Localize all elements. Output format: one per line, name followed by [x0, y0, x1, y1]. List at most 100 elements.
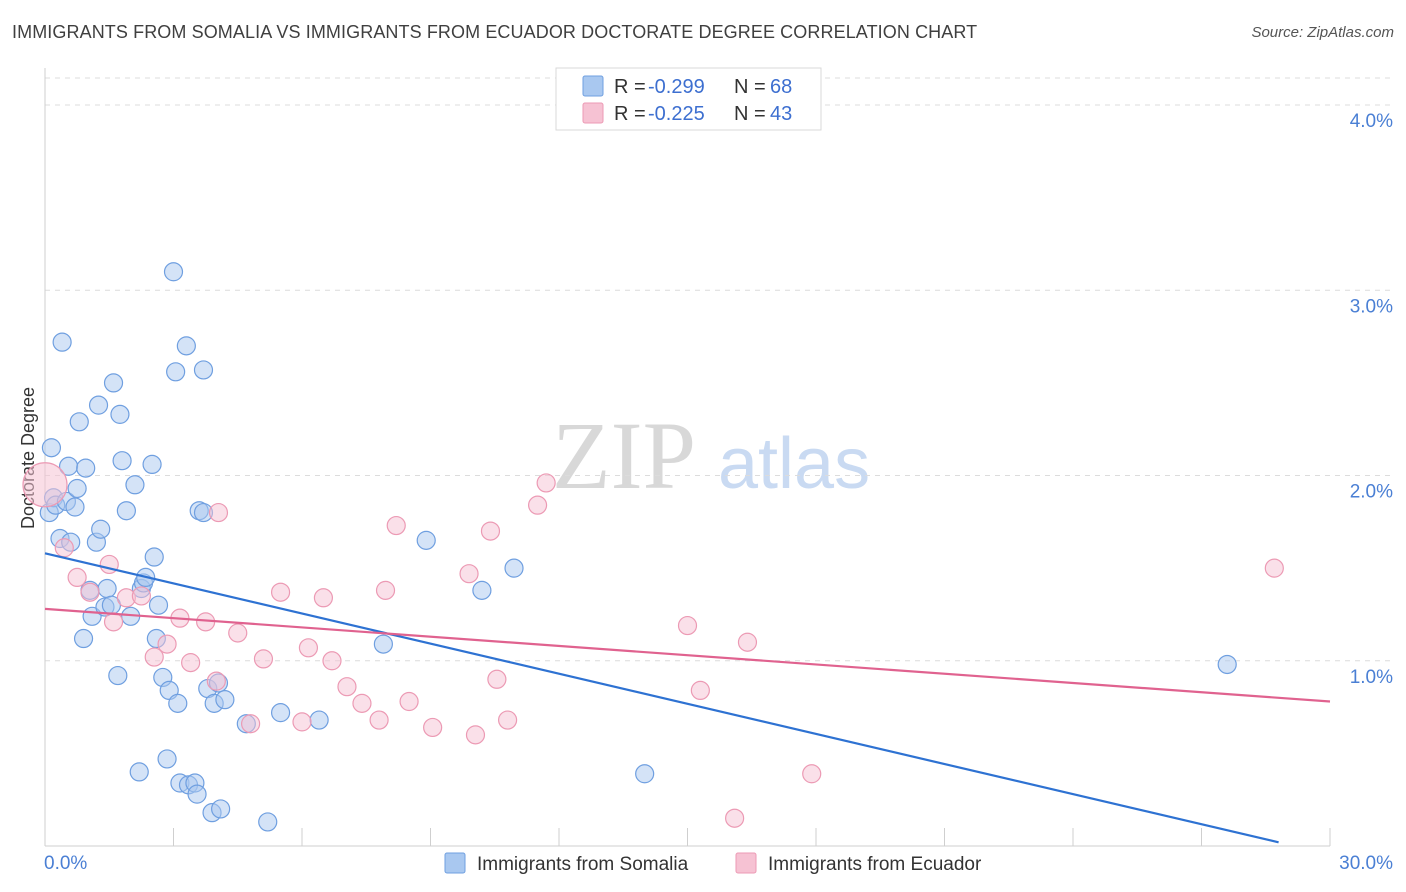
- somalia-point: [373, 634, 393, 654]
- somalia-point: [168, 693, 188, 713]
- somalia-point: [258, 812, 278, 832]
- ecuador-point: [498, 710, 518, 730]
- watermark-zip: ZIP: [552, 402, 696, 509]
- bottom-legend-swatch-somalia: [444, 852, 466, 874]
- ecuador-point: [337, 677, 357, 697]
- somalia-point: [309, 710, 329, 730]
- ecuador-point: [1264, 558, 1284, 578]
- ecuador-point: [423, 717, 443, 738]
- legend: R = -0.299 N = 68 R = -0.225 N = 43: [555, 67, 822, 131]
- somalia-point: [270, 703, 291, 723]
- ecuador-point: [181, 653, 201, 673]
- somalia-point: [73, 628, 94, 649]
- ecuador-point: [369, 710, 389, 730]
- somalia-point: [125, 475, 145, 495]
- somalia-point: [635, 764, 655, 784]
- ecuador-point: [725, 808, 745, 828]
- somalia-point: [103, 373, 124, 393]
- somalia-point: [91, 519, 111, 539]
- legend-swatch-somalia: [582, 75, 604, 97]
- somalia-point: [129, 762, 149, 782]
- somalia-trend-line: [44, 552, 1279, 844]
- y-tick-label: 4.0%: [1350, 111, 1393, 132]
- source-label: Source: ZipAtlas.com: [1251, 24, 1394, 41]
- chart-title: IMMIGRANTS FROM SOMALIA VS IMMIGRANTS FR…: [12, 22, 978, 42]
- legend-r-label-ecuador: R =: [614, 103, 646, 125]
- ecuador-point: [228, 623, 248, 643]
- ecuador-point: [322, 651, 342, 671]
- ecuador-point: [375, 580, 396, 600]
- ecuador-point: [270, 582, 291, 602]
- somalia-point: [148, 595, 169, 615]
- watermark-atlas: atlas: [718, 424, 870, 504]
- ecuador-point: [527, 495, 548, 515]
- x-tick-label-max: 30.0%: [1339, 853, 1393, 874]
- bottom-legend-swatch-ecuador: [735, 852, 757, 874]
- legend-swatch-ecuador: [582, 102, 604, 124]
- ecuador-point: [253, 649, 274, 669]
- legend-r-label-somalia: R =: [614, 76, 646, 98]
- ecuador-points: [22, 462, 1284, 828]
- somalia-point: [52, 332, 72, 352]
- somalia-point: [416, 530, 436, 550]
- somalia-point: [41, 438, 62, 458]
- somalia-point: [472, 580, 492, 600]
- somalia-point: [112, 451, 132, 471]
- ecuador-point: [737, 632, 758, 652]
- ecuador-point: [157, 634, 177, 654]
- ecuador-point: [536, 473, 556, 493]
- ecuador-point: [487, 669, 507, 689]
- ecuador-point: [459, 564, 479, 584]
- ecuador-point: [131, 586, 151, 606]
- legend-r-value-somalia: -0.299: [648, 76, 705, 98]
- y-axis-label: Doctorate Degree: [18, 387, 38, 529]
- legend-n-value-ecuador: 43: [770, 103, 792, 125]
- x-ticks: [44, 828, 1331, 846]
- legend-r-value-ecuador: -0.225: [648, 103, 705, 125]
- somalia-point: [69, 412, 89, 432]
- ecuador-point: [802, 764, 822, 784]
- ecuador-point: [677, 615, 698, 636]
- somalia-point: [166, 362, 186, 382]
- somalia-point: [176, 336, 196, 356]
- ecuador-point: [67, 567, 87, 588]
- somalia-point: [193, 360, 214, 380]
- trend-lines: [44, 552, 1331, 844]
- somalia-point: [1217, 654, 1237, 675]
- somalia-point: [65, 497, 85, 517]
- bottom-legend-label-ecuador: Immigrants from Ecuador: [768, 854, 982, 875]
- y-tick-label: 1.0%: [1350, 667, 1393, 688]
- y-tick-labels: 1.0% 2.0% 3.0% 4.0%: [1350, 111, 1393, 688]
- ecuador-point: [690, 680, 710, 701]
- somalia-point: [187, 784, 207, 804]
- ecuador-point: [465, 725, 486, 745]
- somalia-point: [76, 458, 96, 478]
- grid-lines: [45, 77, 1393, 662]
- somalia-point: [157, 749, 177, 769]
- ecuador-point: [298, 638, 319, 658]
- somalia-point: [215, 690, 235, 710]
- legend-n-label-ecuador: N =: [734, 103, 766, 125]
- somalia-point: [88, 395, 109, 415]
- somalia-point: [211, 799, 231, 819]
- ecuador-trend-line: [44, 607, 1331, 703]
- legend-n-value-somalia: 68: [770, 76, 792, 98]
- y-tick-label: 3.0%: [1350, 296, 1393, 317]
- somalia-point: [142, 454, 162, 475]
- somalia-point: [504, 558, 524, 578]
- x-tick-label-min: 0.0%: [44, 853, 87, 874]
- somalia-point: [97, 578, 117, 599]
- legend-n-label-somalia: N =: [734, 76, 766, 98]
- bottom-legend: Immigrants from Somalia Immigrants from …: [444, 852, 982, 875]
- ecuador-point: [208, 502, 229, 523]
- somalia-point: [144, 547, 164, 567]
- somalia-point: [110, 404, 130, 424]
- ecuador-point: [22, 462, 68, 508]
- ecuador-point: [399, 691, 419, 712]
- ecuador-point: [206, 671, 226, 691]
- somalia-point: [163, 262, 184, 282]
- ecuador-point: [103, 612, 124, 632]
- ecuador-point: [313, 588, 334, 608]
- somalia-point: [108, 665, 128, 686]
